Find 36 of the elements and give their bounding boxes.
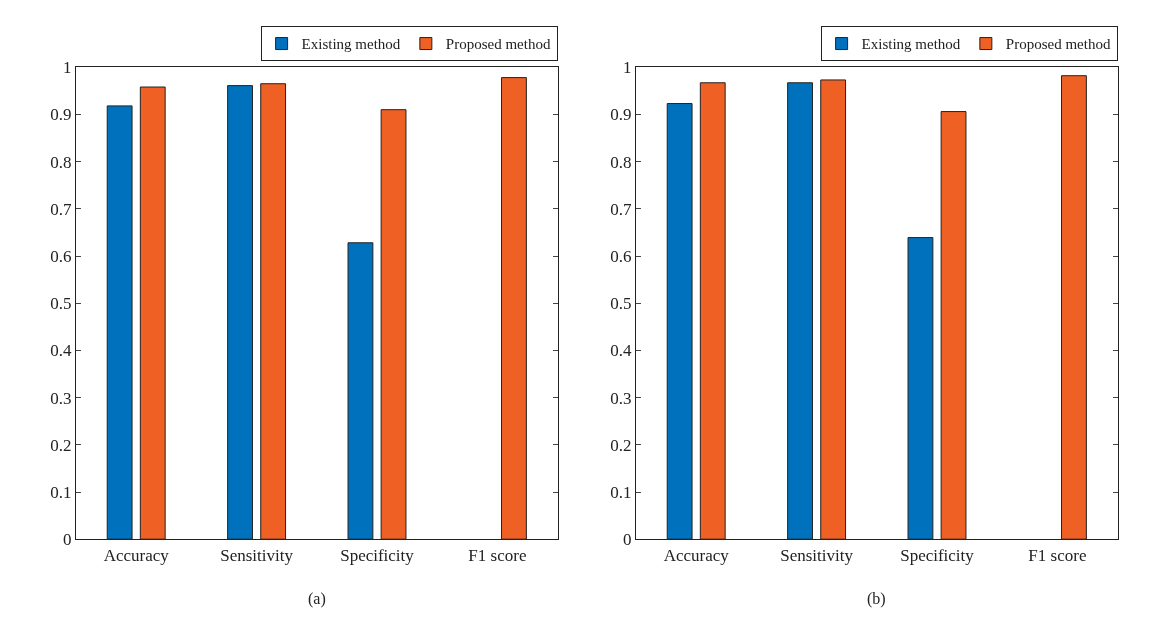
y-tick-label: 0.1 — [50, 482, 72, 502]
y-tick-label: 0.1 — [610, 482, 632, 502]
y-tick-label: 0.9 — [610, 105, 632, 125]
y-tick-label: 0.2 — [50, 435, 72, 455]
legend-label: Existing method — [301, 36, 401, 53]
y-tick-label: 0.3 — [610, 388, 632, 408]
y-tick-label: 0.2 — [610, 435, 632, 455]
x-tick-label: Sensitivity — [220, 545, 294, 565]
x-tick-label: Sensitivity — [780, 545, 854, 565]
legend-label: Proposed method — [1005, 36, 1111, 53]
legend-label: Proposed method — [445, 36, 551, 53]
text: (a) — [308, 590, 326, 608]
x-tick-label: Specificity — [900, 545, 975, 565]
x-tick-label: Specificity — [340, 545, 415, 565]
y-tick-label: 0 — [623, 530, 632, 550]
y-tick-label: 0.4 — [610, 341, 633, 361]
x-tick-label: F1 score — [468, 545, 527, 565]
y-tick-label: 1 — [63, 58, 72, 78]
y-tick-label: 0.7 — [610, 199, 633, 219]
y-tick-label: 0.3 — [50, 388, 72, 408]
x-tick-label: F1 score — [1028, 545, 1087, 565]
legend-label: Existing method — [861, 36, 961, 53]
y-tick-label: 0.6 — [50, 246, 72, 266]
y-tick-label: 1 — [623, 58, 632, 78]
x-tick-label: Accuracy — [103, 545, 170, 565]
x-tick-label: Accuracy — [663, 545, 730, 565]
text: (b) — [867, 590, 886, 608]
y-tick-label: 0 — [63, 530, 72, 550]
y-tick-label: 0.5 — [50, 294, 72, 314]
y-tick-label: 0.8 — [610, 152, 632, 172]
y-tick-label: 0.9 — [50, 105, 72, 125]
y-tick-label: 0.4 — [50, 341, 73, 361]
y-tick-label: 0.7 — [50, 199, 73, 219]
y-tick-label: 0.6 — [610, 246, 632, 266]
y-tick-label: 0.8 — [50, 152, 72, 172]
y-tick-label: 0.5 — [610, 294, 632, 314]
